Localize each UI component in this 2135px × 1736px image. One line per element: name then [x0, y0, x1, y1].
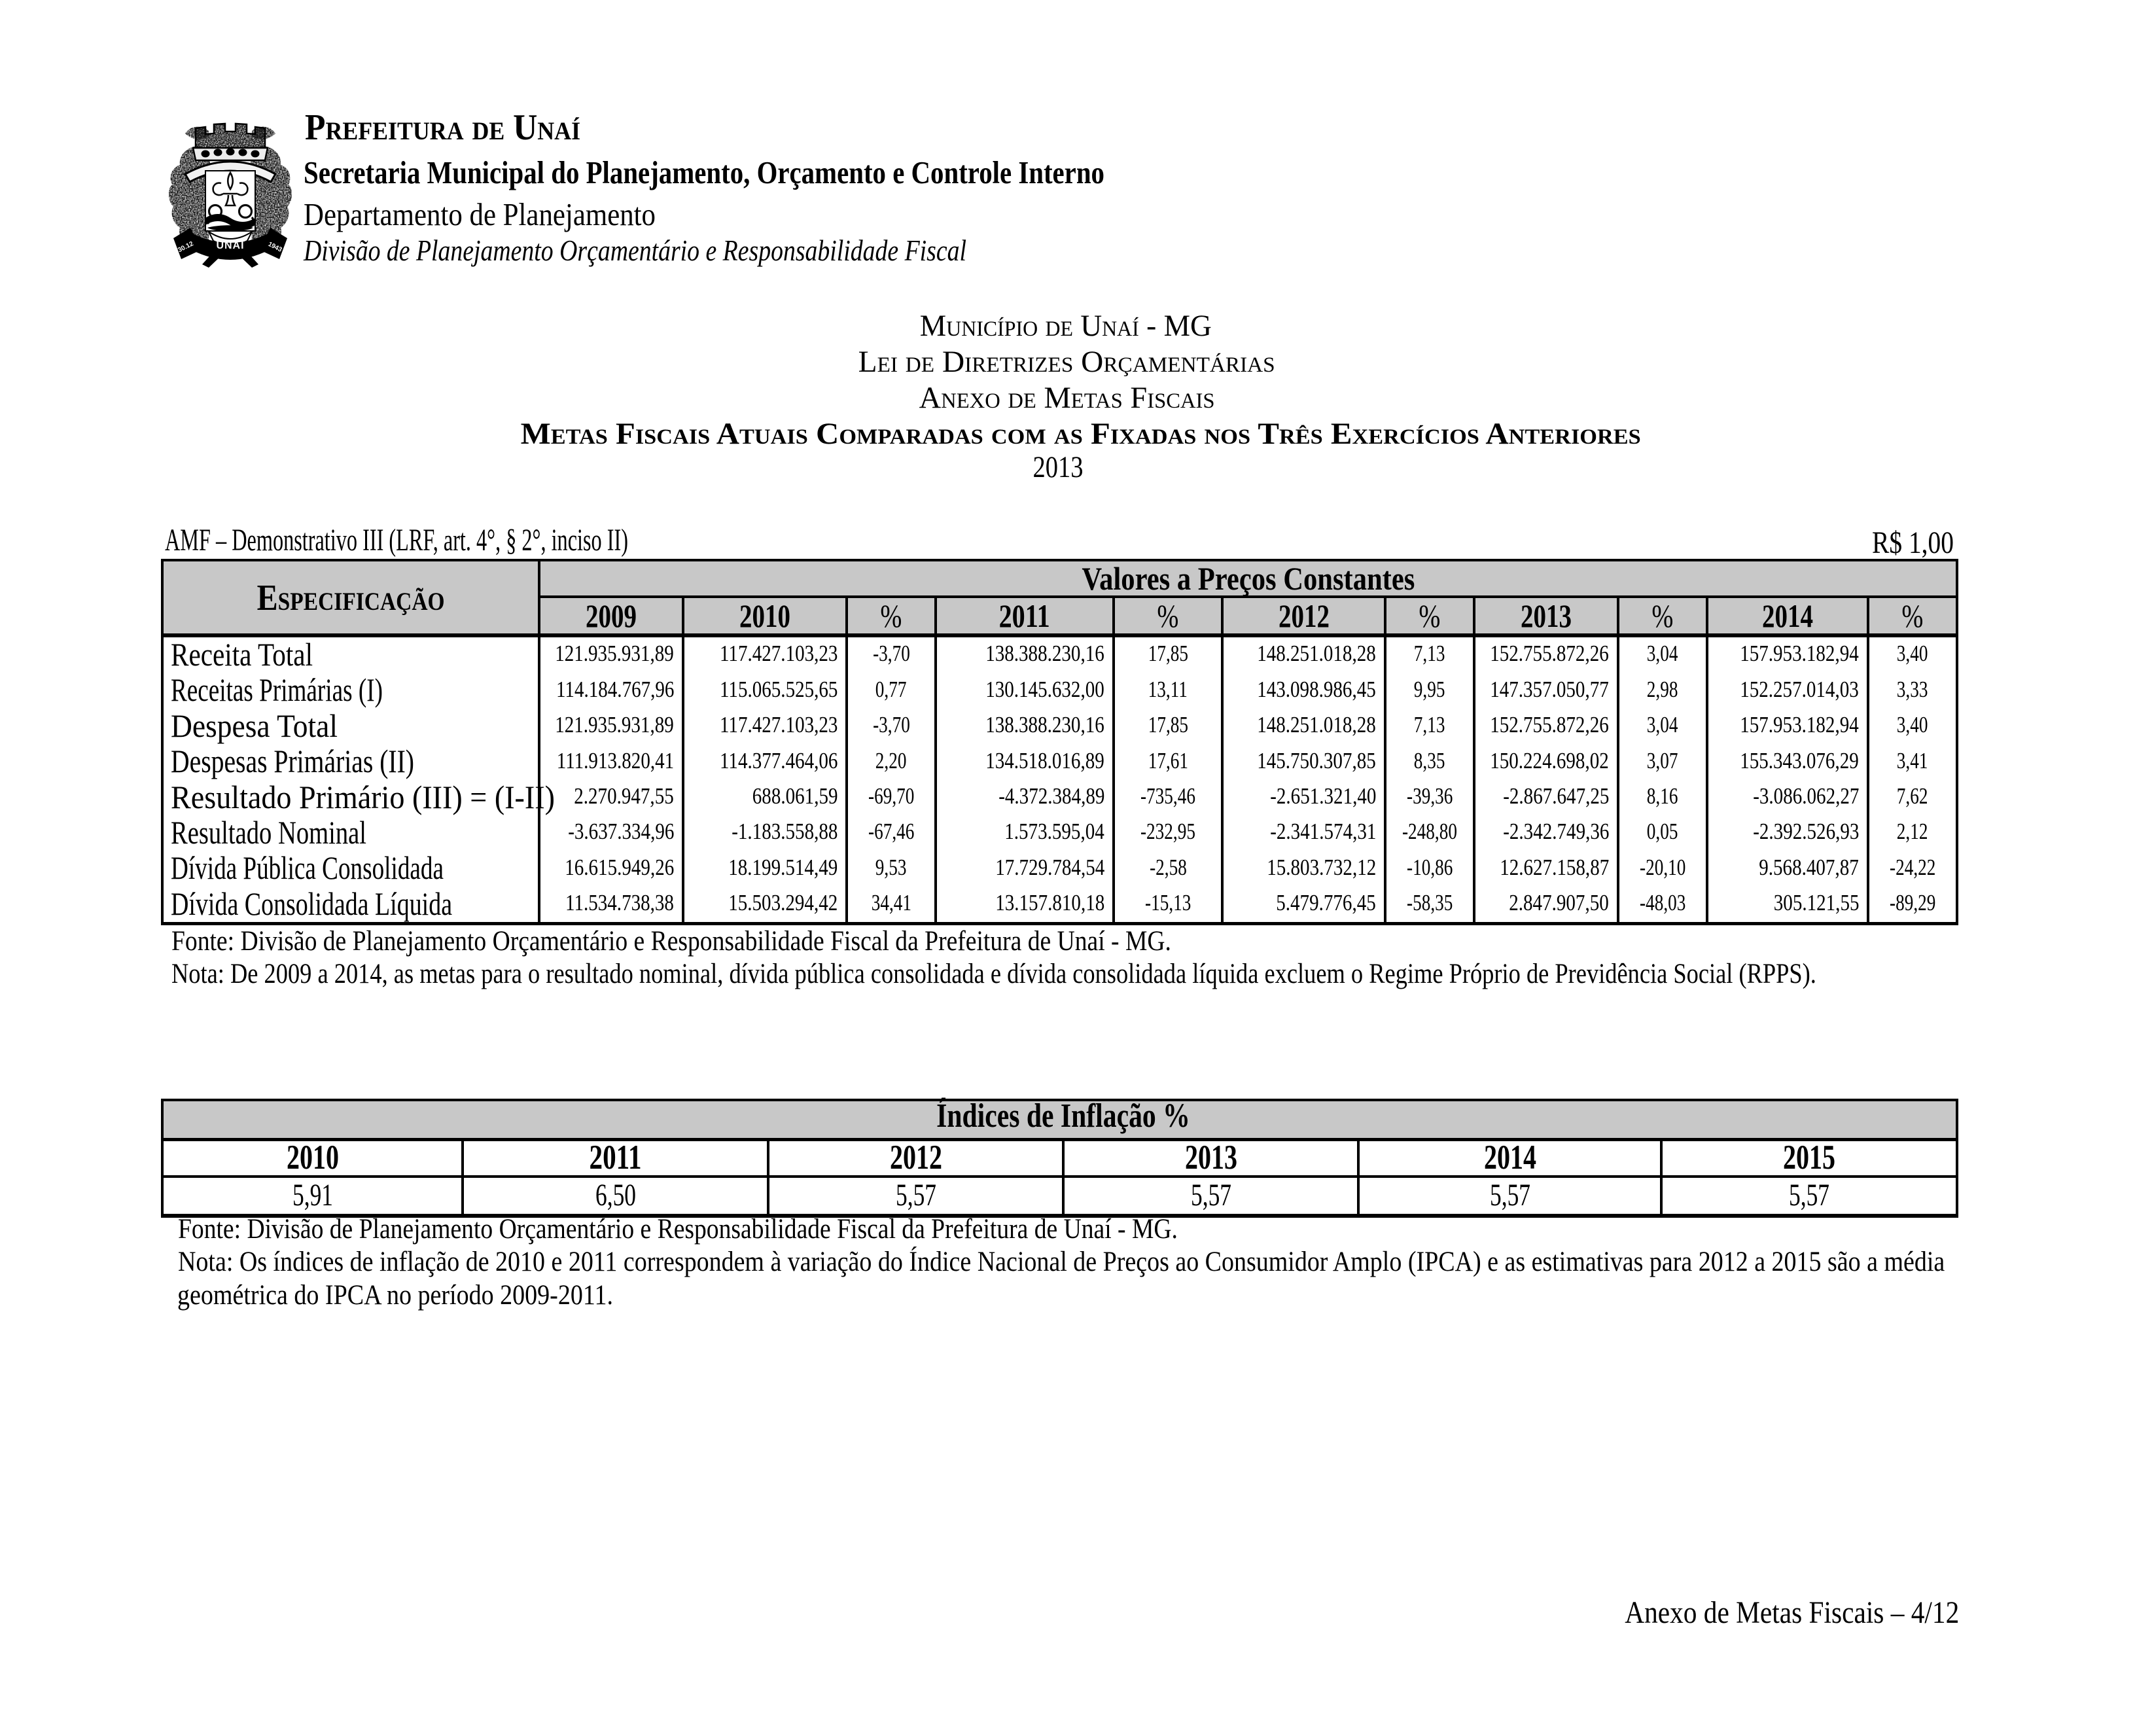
svg-text:UNAÍ: UNAÍ [216, 239, 244, 251]
